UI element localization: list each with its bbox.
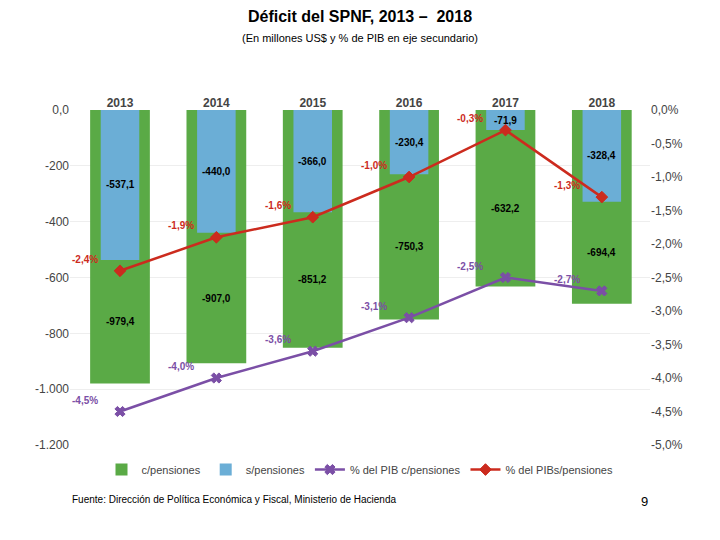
svg-text:-1.200: -1.200 <box>35 438 69 452</box>
svg-text:-600: -600 <box>45 271 69 285</box>
svg-text:-3,1%: -3,1% <box>361 301 387 312</box>
svg-text:2015: 2015 <box>299 96 326 110</box>
svg-text:-800: -800 <box>45 327 69 341</box>
svg-text:Déficit del SPNF, 2013 – 2018: Déficit del SPNF, 2013 – 2018(En millone… <box>242 8 478 45</box>
svg-text:-694,4: -694,4 <box>587 247 616 258</box>
svg-text:-400: -400 <box>45 215 69 229</box>
svg-text:-2,4%: -2,4% <box>72 254 98 265</box>
svg-text:-632,2: -632,2 <box>491 203 520 214</box>
svg-text:-230,4: -230,4 <box>395 137 424 148</box>
svg-text:2017: 2017 <box>492 96 519 110</box>
svg-text:-1,0%: -1,0% <box>651 170 683 184</box>
svg-text:-440,0: -440,0 <box>202 166 231 177</box>
svg-text:-5,0%: -5,0% <box>651 438 683 452</box>
svg-text:9: 9 <box>641 494 648 509</box>
svg-text:-328,4: -328,4 <box>587 150 616 161</box>
svg-text:-71,9: -71,9 <box>494 115 517 126</box>
svg-text:-2,5%: -2,5% <box>651 271 683 285</box>
svg-text:-1.000: -1.000 <box>35 382 69 396</box>
svg-text:s/pensiones: s/pensiones <box>246 464 305 476</box>
svg-text:2018: 2018 <box>588 96 615 110</box>
svg-text:-1,6%: -1,6% <box>265 200 291 211</box>
svg-text:Fuente: Dirección de Política: Fuente: Dirección de Política Económica … <box>72 494 396 505</box>
svg-text:-1,9%: -1,9% <box>168 220 194 231</box>
svg-text:-4,0%: -4,0% <box>651 371 683 385</box>
svg-text:-3,6%: -3,6% <box>265 334 291 345</box>
svg-text:c/pensiones: c/pensiones <box>142 464 201 476</box>
svg-text:-2,7%: -2,7% <box>554 274 580 285</box>
svg-text:2013: 2013 <box>107 96 134 110</box>
svg-text:-3,0%: -3,0% <box>651 304 683 318</box>
svg-text:-851,2: -851,2 <box>298 274 327 285</box>
svg-text:-4,5%: -4,5% <box>651 405 683 419</box>
svg-text:-1,5%: -1,5% <box>651 204 683 218</box>
svg-text:-200: -200 <box>45 159 69 173</box>
svg-text:0,0%: 0,0% <box>651 103 679 117</box>
svg-text:-0,3%: -0,3% <box>457 113 483 124</box>
svg-text:2014: 2014 <box>203 96 230 110</box>
svg-text:-537,1: -537,1 <box>106 179 135 190</box>
svg-text:-4,0%: -4,0% <box>168 361 194 372</box>
svg-text:2016: 2016 <box>396 96 423 110</box>
svg-text:-2,5%: -2,5% <box>457 261 483 272</box>
svg-text:-979,4: -979,4 <box>106 316 135 327</box>
svg-text:% del PIBs/pensiones: % del PIBs/pensiones <box>505 464 613 476</box>
svg-text:% del PIB c/pensiones: % del PIB c/pensiones <box>350 464 461 476</box>
svg-text:-750,3: -750,3 <box>395 241 424 252</box>
svg-text:-366,0: -366,0 <box>298 156 327 167</box>
svg-text:-1,0%: -1,0% <box>361 160 387 171</box>
svg-text:-0,5%: -0,5% <box>651 137 683 151</box>
svg-text:-2,0%: -2,0% <box>651 237 683 251</box>
svg-text:-3,5%: -3,5% <box>651 338 683 352</box>
svg-text:-4,5%: -4,5% <box>72 395 98 406</box>
svg-text:-1,3%: -1,3% <box>554 180 580 191</box>
svg-text:-907,0: -907,0 <box>202 293 231 304</box>
svg-text:0,0: 0,0 <box>52 103 69 117</box>
